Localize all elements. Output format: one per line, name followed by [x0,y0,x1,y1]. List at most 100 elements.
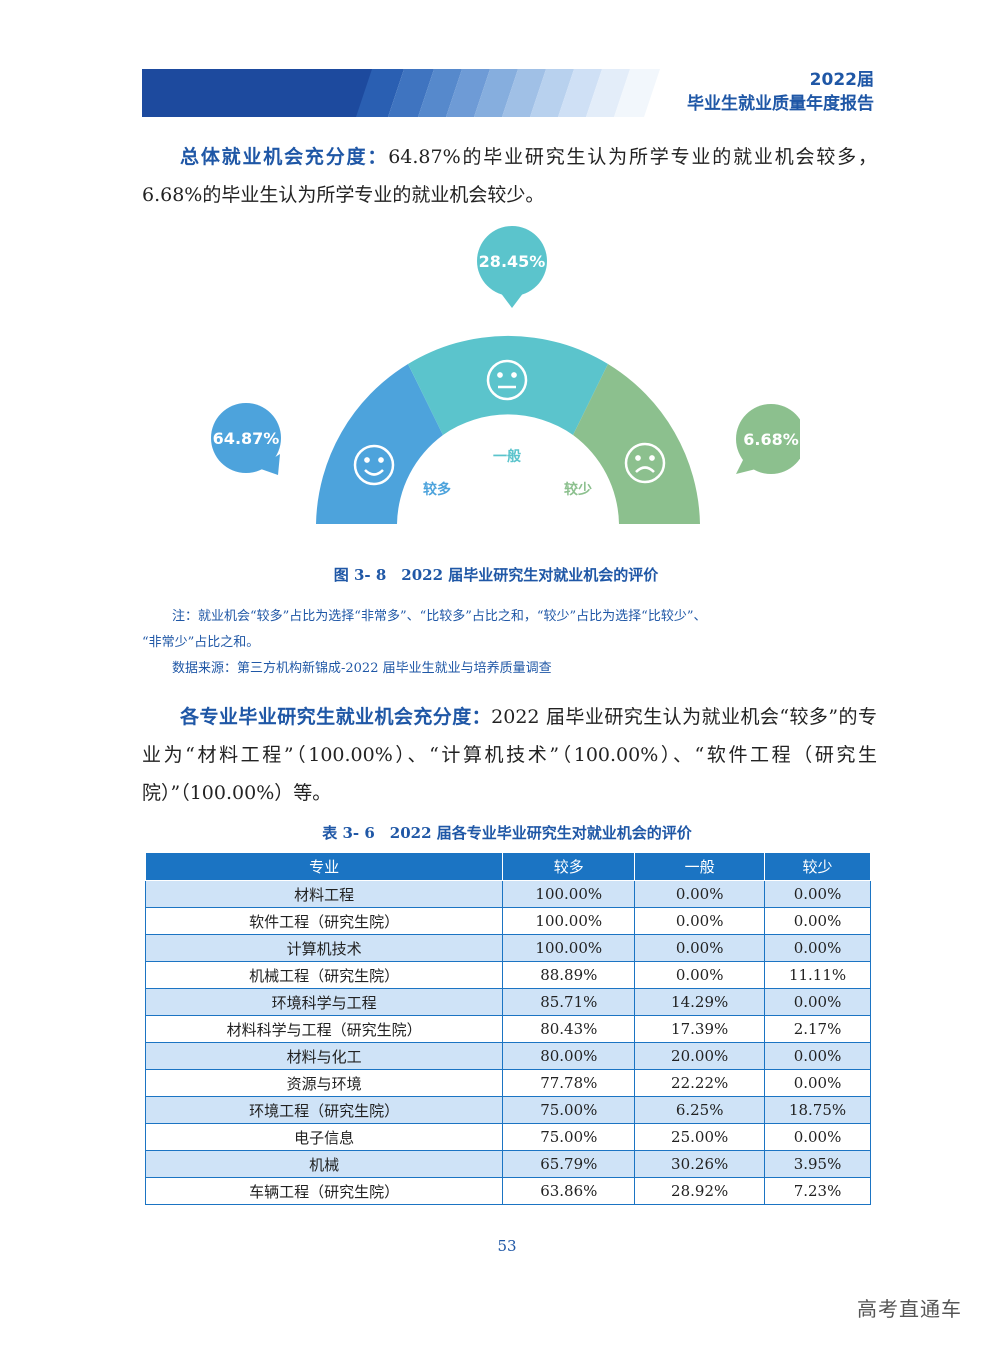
gauge-segment-average [408,335,608,435]
section2-paragraph: 各专业毕业研究生就业机会充分度：2022 届毕业研究生认为就业机会“较多”的专业… [142,698,877,812]
cell-more: 75.00% [502,1123,636,1151]
col-more-header: 较多 [502,852,636,881]
table-row: 软件工程（研究生院） 100.00% 0.00% 0.00% [144,907,871,935]
col-less-header: 较少 [764,852,871,881]
section2-lead: 各专业毕业研究生就业机会充分度： [180,706,492,728]
report-title: 毕业生就业质量年度报告 [687,94,874,114]
label-more: 较多 [423,481,451,498]
report-header: 2022届 毕业生就业质量年度报告 [687,68,874,116]
cell-less: 0.00% [764,880,871,908]
watermark: 高考直通车 [857,1297,962,1321]
table-row: 机械 65.79% 30.26% 3.95% [144,1150,871,1178]
cell-major: 机械工程（研究生院） [144,961,504,989]
cell-more: 88.89% [502,961,636,989]
table-row: 电子信息 75.00% 25.00% 0.00% [144,1123,871,1151]
cell-less: 18.75% [764,1096,871,1124]
cell-major: 计算机技术 [144,934,504,962]
cell-average: 0.00% [634,880,766,908]
table-header-row: 专业 较多 一般 较少 [144,852,871,881]
callout-more: 64.87% [211,403,281,475]
table-row: 计算机技术 100.00% 0.00% 0.00% [144,934,871,962]
report-year: 2022届 [809,70,874,90]
table-row: 机械工程（研究生院） 88.89% 0.00% 11.11% [144,961,871,989]
cell-major: 材料工程 [144,880,504,908]
gauge-segment-more [316,364,443,524]
table-row: 材料科学与工程（研究生院） 80.43% 17.39% 2.17% [144,1015,871,1043]
callout-average: 28.45% [477,226,547,308]
table-row: 环境科学与工程 85.71% 14.29% 0.00% [144,988,871,1016]
intro-lead: 总体就业机会充分度： [180,146,389,168]
callout-more-value: 64.87% [213,429,280,448]
figure-note-line1: 注：就业机会“较多”占比为选择“非常多”、“比较多”占比之和，“较少”占比为选择… [172,609,707,624]
callout-average-value: 28.45% [479,252,546,271]
gauge-segment-less [573,364,700,524]
cell-less: 0.00% [764,934,871,962]
label-less: 较少 [564,481,592,498]
cell-more: 85.71% [502,988,636,1016]
table-row: 材料与化工 80.00% 20.00% 0.00% [144,1042,871,1070]
opportunity-gauge-chart: 较多 一般 较少 64.87% 28.45% 6.68% [211,226,800,524]
cell-less: 7.23% [764,1177,871,1205]
neutral-face-icon [486,359,528,401]
cell-more: 100.00% [502,934,636,962]
cell-average: 14.29% [634,988,766,1016]
header-banner [142,69,660,117]
cell-average: 0.00% [634,907,766,935]
intro-text: 64.87%的毕业研究生认为所学专业的就业机会较多，6.68%的毕业生认为所学专… [142,146,877,206]
cell-more: 65.79% [502,1150,636,1178]
figure-caption: 图 3- 8 2022 届毕业研究生对就业机会的评价 [333,566,659,584]
label-average: 一般 [493,448,521,465]
cell-average: 17.39% [634,1015,766,1043]
cell-average: 25.00% [634,1123,766,1151]
sad-face-icon [624,442,666,484]
cell-major: 材料科学与工程（研究生院） [144,1015,504,1043]
cell-major: 软件工程（研究生院） [144,907,504,935]
figure-source: 数据来源：第三方机构新锦成-2022 届毕业生就业与培养质量调查 [172,661,552,676]
cell-less: 0.00% [764,907,871,935]
cell-average: 22.22% [634,1069,766,1097]
callout-less-value: 6.68% [743,430,799,449]
cell-more: 100.00% [502,880,636,908]
cell-major: 车辆工程（研究生院） [144,1177,504,1205]
cell-major: 资源与环境 [144,1069,504,1097]
cell-more: 80.00% [502,1042,636,1070]
cell-average: 0.00% [634,961,766,989]
cell-average: 0.00% [634,934,766,962]
cell-less: 0.00% [764,1042,871,1070]
figure-note: 注：就业机会“较多”占比为选择“非常多”、“比较多”占比之和，“较少”占比为选择… [142,604,877,682]
col-major-header: 专业 [144,852,504,881]
cell-major: 机械 [144,1150,504,1178]
cell-more: 77.78% [502,1069,636,1097]
table-row: 资源与环境 77.78% 22.22% 0.00% [144,1069,871,1097]
cell-more: 100.00% [502,907,636,935]
cell-less: 2.17% [764,1015,871,1043]
cell-more: 80.43% [502,1015,636,1043]
cell-less: 11.11% [764,961,871,989]
cell-less: 3.95% [764,1150,871,1178]
intro-paragraph: 总体就业机会充分度：64.87%的毕业研究生认为所学专业的就业机会较多，6.68… [142,138,877,214]
col-average-header: 一般 [634,852,766,881]
cell-major: 环境科学与工程 [144,988,504,1016]
cell-more: 63.86% [502,1177,636,1205]
table-row: 环境工程（研究生院） 75.00% 6.25% 18.75% [144,1096,871,1124]
cell-average: 28.92% [634,1177,766,1205]
cell-more: 75.00% [502,1096,636,1124]
table-row: 材料工程 100.00% 0.00% 0.00% [144,880,871,908]
cell-major: 环境工程（研究生院） [144,1096,504,1124]
section2-text: 2022 届毕业研究生认为就业机会“较多”的专业为“材料工程”（100.00%）… [142,706,877,804]
figure-note-line2: “非常少”占比之和。 [142,635,260,650]
cell-average: 6.25% [634,1096,766,1124]
cell-less: 0.00% [764,988,871,1016]
cell-less: 0.00% [764,1069,871,1097]
table-row: 车辆工程（研究生院） 63.86% 28.92% 7.23% [144,1177,871,1205]
cell-average: 20.00% [634,1042,766,1070]
cell-major: 电子信息 [144,1123,504,1151]
page-number: 53 [497,1237,517,1255]
cell-average: 30.26% [634,1150,766,1178]
table-caption: 表 3- 6 2022 届各专业毕业研究生对就业机会的评价 [322,824,692,842]
callout-less: 6.68% [736,404,800,474]
cell-major: 材料与化工 [144,1042,504,1070]
cell-less: 0.00% [764,1123,871,1151]
smile-face-icon [353,444,395,486]
employment-opportunity-table: 专业 较多 一般 较少 材料工程 100.00% 0.00% 0.00% 软件工程（研究… [144,852,871,1205]
